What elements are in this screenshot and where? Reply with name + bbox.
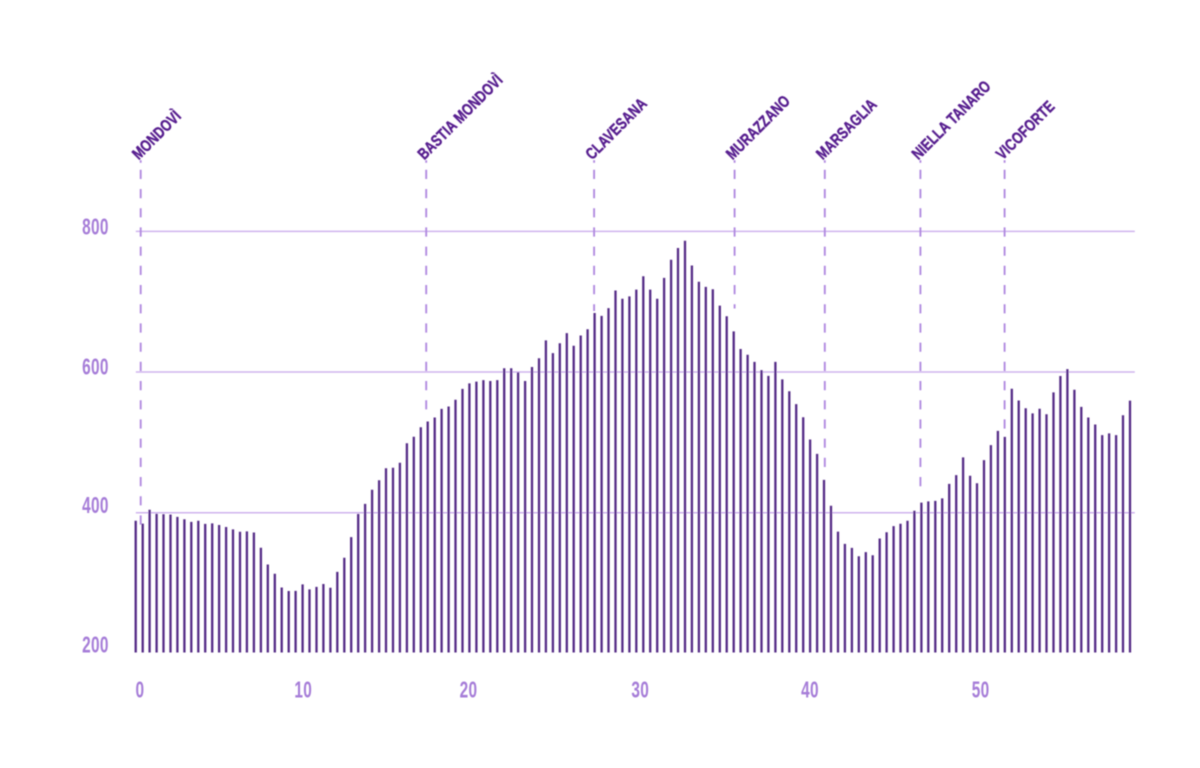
svg-text:40: 40 bbox=[801, 678, 819, 704]
svg-text:50: 50 bbox=[972, 678, 990, 704]
svg-text:800: 800 bbox=[82, 214, 109, 240]
svg-text:0: 0 bbox=[136, 678, 145, 704]
svg-text:20: 20 bbox=[460, 678, 478, 704]
svg-text:BASTIA MONDOVÌ: BASTIA MONDOVÌ bbox=[414, 71, 507, 164]
svg-text:30: 30 bbox=[631, 678, 649, 704]
svg-text:CLAVESANA: CLAVESANA bbox=[583, 95, 652, 164]
svg-text:MURAZZANO: MURAZZANO bbox=[723, 93, 794, 164]
svg-text:200: 200 bbox=[82, 632, 109, 658]
svg-text:NIELLA TANARO: NIELLA TANARO bbox=[909, 78, 995, 164]
svg-text:600: 600 bbox=[82, 354, 109, 380]
svg-text:400: 400 bbox=[82, 493, 109, 519]
svg-text:MONDOVÌ: MONDOVÌ bbox=[128, 107, 185, 164]
svg-text:MARSAGLIA: MARSAGLIA bbox=[813, 96, 881, 164]
svg-text:VICOFORTE: VICOFORTE bbox=[993, 98, 1059, 164]
svg-text:10: 10 bbox=[294, 678, 312, 704]
